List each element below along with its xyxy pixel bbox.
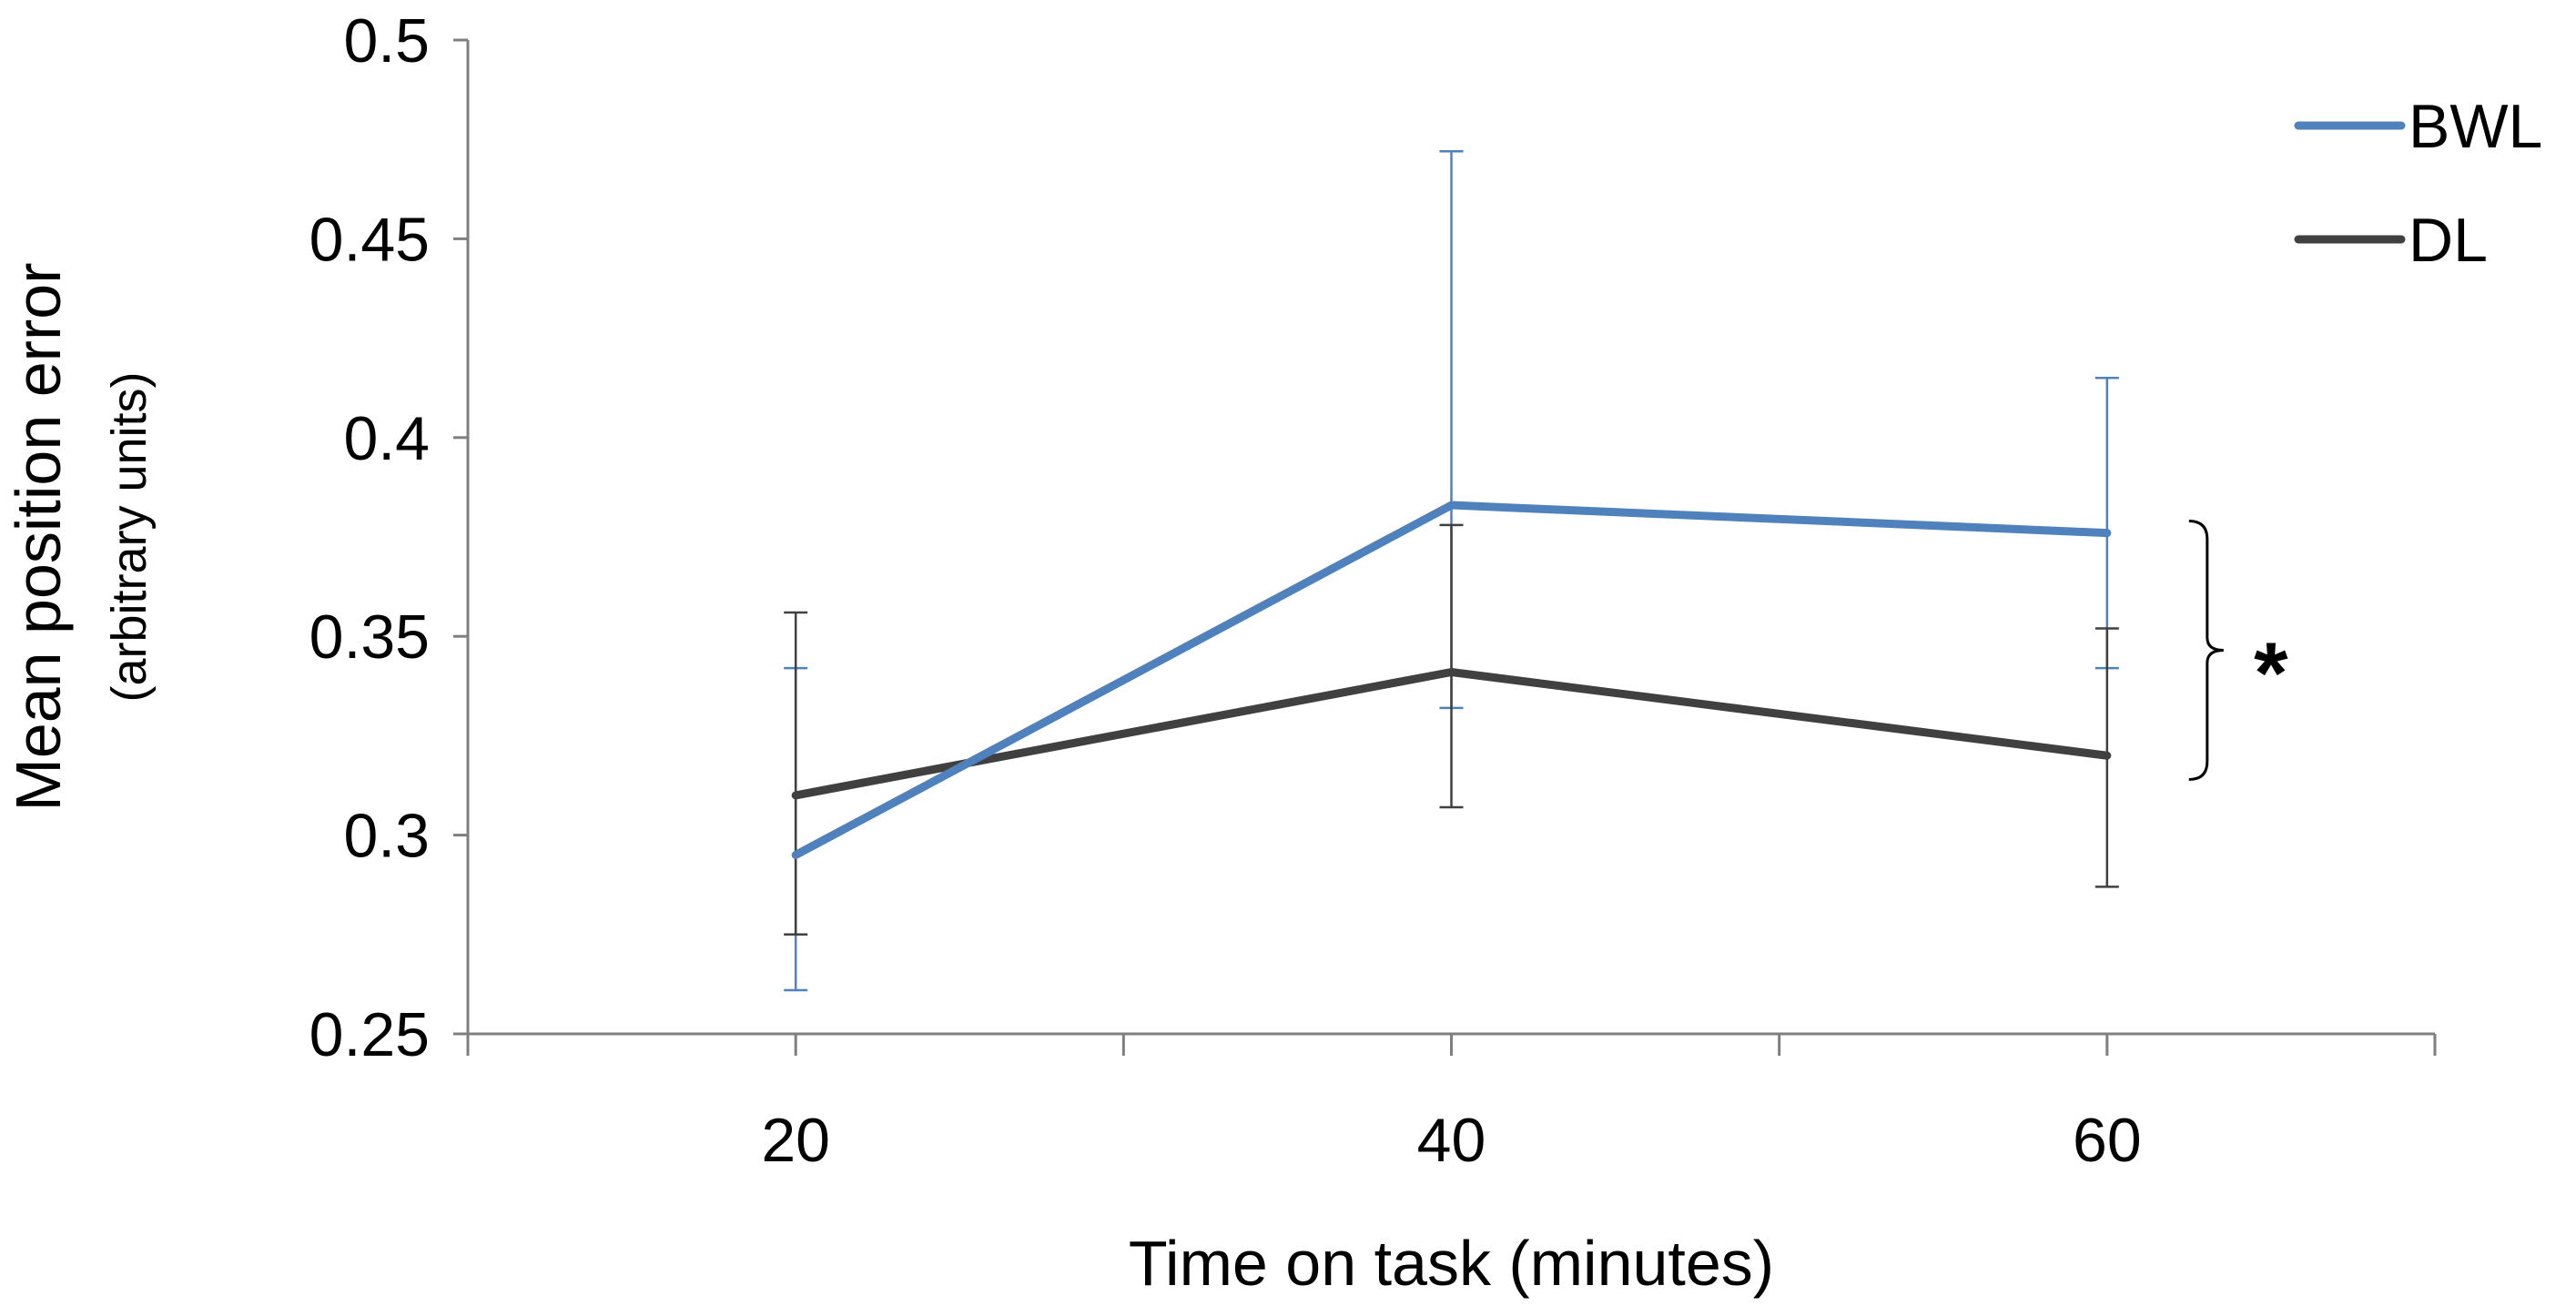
series-line-bwl xyxy=(791,501,2112,859)
legend-label-bwl: BWL xyxy=(2409,92,2542,161)
significance-bracket xyxy=(2188,520,2224,781)
series-lines xyxy=(791,501,2112,859)
x-tick-label: 60 xyxy=(2073,1106,2142,1175)
x-axis-title: Time on task (minutes) xyxy=(1129,1228,1774,1299)
y-tick-label: 0.35 xyxy=(309,602,430,672)
axis-titles: Time on task (minutes) Mean position err… xyxy=(3,262,1774,1299)
y-tick-label: 0.4 xyxy=(343,404,430,473)
axes xyxy=(453,38,2437,1056)
legend: BWL DL xyxy=(2294,92,2542,275)
y-axis-subtitle: (arbitrary units) xyxy=(102,371,157,702)
legend-label-dl: DL xyxy=(2409,206,2488,275)
y-tick-label: 0.25 xyxy=(309,1000,430,1069)
y-axis-title: Mean position error xyxy=(3,262,74,811)
x-tick-label: 40 xyxy=(1417,1106,1486,1175)
significance-annotation: * xyxy=(2188,520,2288,781)
series-line-dl xyxy=(791,668,2112,800)
error-bars xyxy=(784,150,2119,992)
y-tick-label: 0.3 xyxy=(343,802,430,871)
y-tick-label: 0.5 xyxy=(343,6,430,76)
tick-labels: 0.25 0.3 0.35 0.4 0.45 0.5 20 40 60 xyxy=(309,6,2142,1175)
significance-star: * xyxy=(2254,624,2288,722)
y-tick-label: 0.45 xyxy=(309,205,430,274)
x-tick-label: 20 xyxy=(761,1106,830,1175)
